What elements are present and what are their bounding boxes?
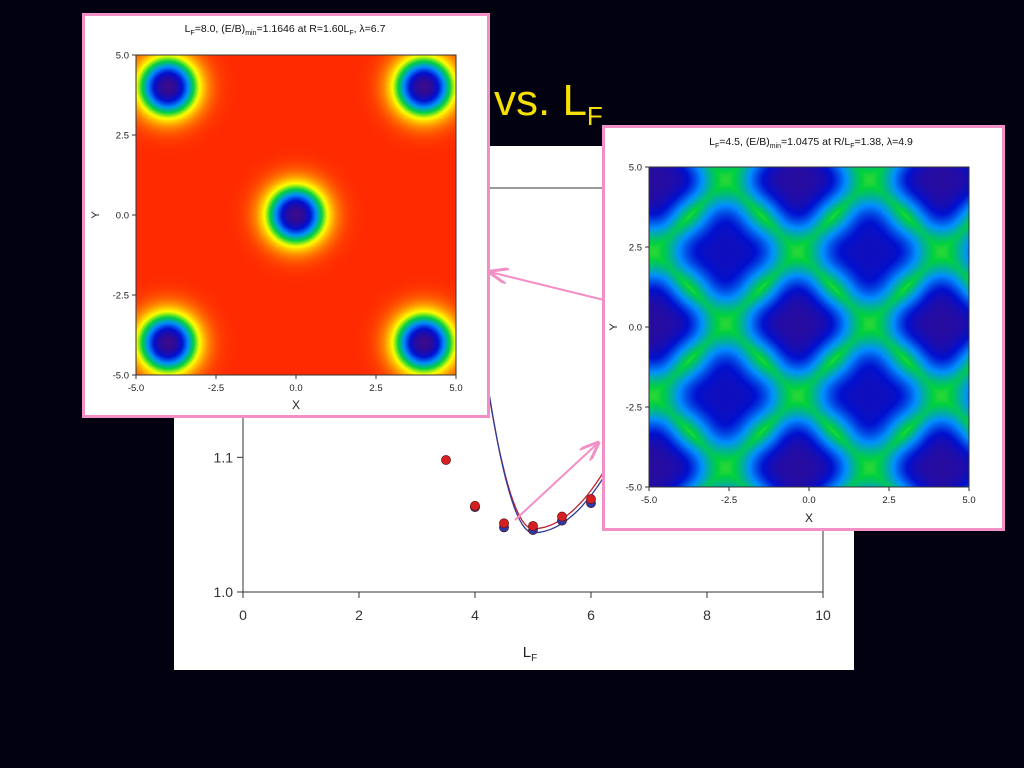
inset-right-panel: LF=4.5, (E/B)min=1.0475 at R/LF=1.38, λ=… xyxy=(602,125,1005,531)
inset-right-x-axis: -5.0 -2.5 0.0 2.5 5.0 xyxy=(641,487,976,506)
heatmap-x-tick-label: -5.0 xyxy=(128,383,144,394)
heatmap-y-tick-label: 2.5 xyxy=(629,243,642,254)
heatmap-x-tick-label: -2.5 xyxy=(721,495,737,506)
slide-title-text: vs. L xyxy=(494,76,587,125)
heatmap-y-tick-label: -5.0 xyxy=(626,483,642,494)
data-point-red xyxy=(528,521,538,531)
inset-right-title-part4: =1.38, λ=4.9 xyxy=(854,136,913,148)
heatmap-y-tick-label: 0.0 xyxy=(629,323,642,334)
inset-right-title-part2: =4.5, (E/B) xyxy=(719,136,769,148)
inset-right-heatmap xyxy=(649,167,969,487)
main-x-axis-label: LF xyxy=(523,644,537,664)
main-x-tick-label: 2 xyxy=(355,607,363,623)
main-y-tick-label: 1.0 xyxy=(214,584,234,600)
inset-left-title-sub2: min xyxy=(245,30,256,37)
inset-left-x-axis: -5.0 -2.5 0.0 2.5 5.0 xyxy=(128,375,463,394)
inset-left-heatmap xyxy=(136,55,456,375)
heatmap-x-tick-label: 5.0 xyxy=(962,495,975,506)
main-x-axis-label-main: L xyxy=(523,644,531,661)
inset-right-x-axis-label: X xyxy=(805,511,813,525)
inset-left-title-sub3: F xyxy=(349,30,353,37)
main-x-tick-label: 10 xyxy=(815,607,831,623)
heatmap-x-tick-label: 5.0 xyxy=(449,383,462,394)
inset-left-title-sub1: F xyxy=(190,30,194,37)
heatmap-x-tick-label: -5.0 xyxy=(641,495,657,506)
heatmap-y-tick-label: 5.0 xyxy=(116,51,129,62)
data-point-red xyxy=(586,494,596,504)
main-x-tick-label: 0 xyxy=(239,607,247,623)
main-y-axis: 1.0 1.1 xyxy=(214,449,243,600)
heatmap-y-tick-label: 2.5 xyxy=(116,131,129,142)
inset-left-x-axis-label: X xyxy=(292,398,300,412)
inset-right-title-sub2: min xyxy=(770,143,781,150)
inset-right-title-sub3: F xyxy=(850,143,854,150)
inset-right-title-part3: =1.0475 at R/L xyxy=(781,136,850,148)
main-x-axis-label-sub: F xyxy=(531,653,537,664)
heatmap-x-tick-label: -2.5 xyxy=(208,383,224,394)
inset-right-title: LF=4.5, (E/B)min=1.0475 at R/LF=1.38, λ=… xyxy=(709,136,913,150)
inset-right-chart: LF=4.5, (E/B)min=1.0475 at R/LF=1.38, λ=… xyxy=(608,136,976,525)
inset-right-y-axis-label: Y xyxy=(608,323,620,331)
inset-left-y-axis-label: Y xyxy=(90,211,102,219)
main-data-points xyxy=(441,455,596,535)
data-point-red xyxy=(441,455,451,465)
heatmap-y-tick-label: -5.0 xyxy=(113,371,129,382)
main-x-axis: 0 2 4 6 8 10 xyxy=(239,592,831,623)
inset-left-title: LF=8.0, (E/B)min=1.1646 at R=1.60LF, λ=6… xyxy=(185,23,386,37)
arrow-to-right-inset xyxy=(514,443,598,521)
main-x-tick-label: 8 xyxy=(703,607,711,623)
data-point-red xyxy=(499,518,509,529)
main-y-tick-label: 1.1 xyxy=(214,449,234,465)
inset-right-title-sub1: F xyxy=(715,143,719,150)
heatmap-y-tick-label: -2.5 xyxy=(626,403,642,414)
inset-left-title-part4: , λ=6.7 xyxy=(354,23,386,35)
slide-title-subscript: F xyxy=(586,101,603,131)
heatmap-x-tick-label: 2.5 xyxy=(882,495,895,506)
main-x-tick-label: 6 xyxy=(587,607,595,623)
inset-left-title-part1: L xyxy=(185,23,191,35)
inset-left-title-part3: =1.1646 at R=1.60L xyxy=(256,23,349,35)
inset-right-title-part1: L xyxy=(709,136,715,148)
main-x-tick-label: 4 xyxy=(471,607,479,623)
arrow-to-left-inset xyxy=(490,272,605,301)
inset-left-panel: LF=8.0, (E/B)min=1.1646 at R=1.60LF, λ=6… xyxy=(82,13,490,418)
inset-left-title-part2: =8.0, (E/B) xyxy=(195,23,245,35)
inset-left-chart: LF=8.0, (E/B)min=1.1646 at R=1.60LF, λ=6… xyxy=(90,23,463,412)
heatmap-y-tick-label: -2.5 xyxy=(113,291,129,302)
inset-right-y-axis: 5.0 2.5 0.0 -2.5 -5.0 xyxy=(626,163,649,494)
slide-title: vs. LF xyxy=(494,76,603,132)
data-point-red xyxy=(557,511,567,522)
inset-left-y-axis: 5.0 2.5 0.0 -2.5 -5.0 xyxy=(113,51,136,382)
heatmap-x-tick-label: 0.0 xyxy=(289,383,302,394)
heatmap-x-tick-label: 0.0 xyxy=(802,495,815,506)
data-point-red xyxy=(470,500,480,511)
heatmap-y-tick-label: 5.0 xyxy=(629,163,642,174)
heatmap-y-tick-label: 0.0 xyxy=(116,211,129,222)
heatmap-x-tick-label: 2.5 xyxy=(369,383,382,394)
